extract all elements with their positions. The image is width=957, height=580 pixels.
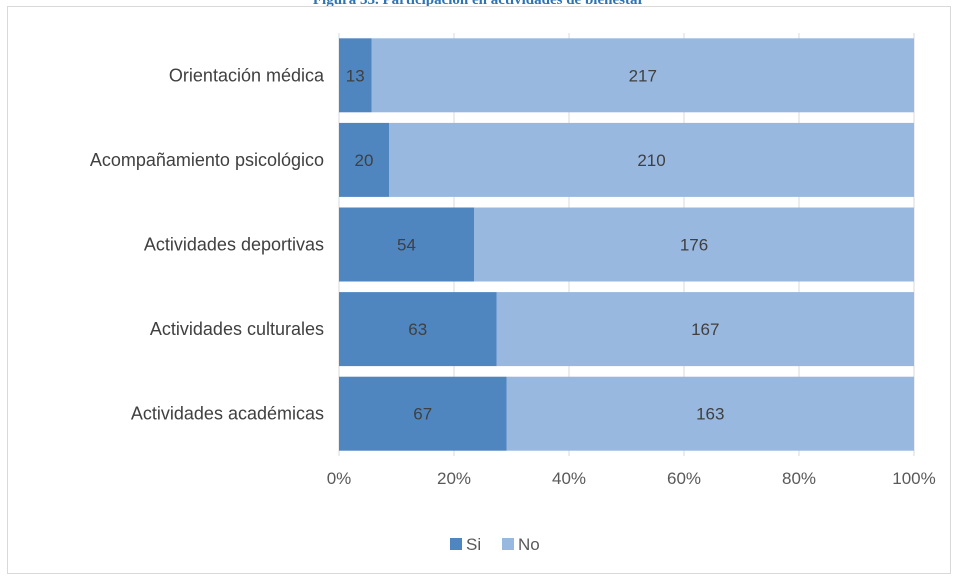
legend-label: No bbox=[518, 535, 540, 554]
x-tick-label: 20% bbox=[437, 469, 471, 488]
x-tick-label: 100% bbox=[892, 469, 935, 488]
data-label: 217 bbox=[629, 66, 657, 85]
legend-swatch-si bbox=[450, 538, 462, 550]
data-label: 67 bbox=[413, 405, 432, 424]
bar-no bbox=[474, 207, 914, 282]
x-tick-labels: 0% 20% 40% 60% 80% 100% bbox=[327, 469, 936, 488]
bar-no bbox=[506, 376, 914, 451]
bar-si bbox=[339, 38, 372, 113]
category-label: Acompañamiento psicológico bbox=[90, 150, 324, 170]
data-label: 13 bbox=[346, 66, 365, 85]
data-label: 176 bbox=[680, 236, 708, 255]
bar-no bbox=[371, 38, 914, 113]
legend: Si No bbox=[450, 535, 540, 554]
data-label: 54 bbox=[397, 236, 416, 255]
data-label: 167 bbox=[691, 320, 719, 339]
bar-si bbox=[339, 376, 507, 451]
legend-label: Si bbox=[466, 535, 481, 554]
x-tick-label: 40% bbox=[552, 469, 586, 488]
chart-frame: 13 217 20 210 54 176 63 167 67 163 Orientación mé… bbox=[7, 6, 951, 574]
x-tick-label: 60% bbox=[667, 469, 701, 488]
bar-no bbox=[496, 292, 914, 367]
category-label: Actividades culturales bbox=[150, 319, 324, 339]
data-label: 163 bbox=[696, 405, 724, 424]
stacked-bar-chart: 13 217 20 210 54 176 63 167 67 163 Orientación mé… bbox=[90, 33, 936, 554]
x-tick-label: 0% bbox=[327, 469, 352, 488]
bar-si bbox=[339, 207, 474, 282]
bar-si bbox=[339, 292, 497, 367]
category-label: Orientación médica bbox=[169, 65, 325, 85]
data-label: 210 bbox=[637, 151, 665, 170]
data-label: 20 bbox=[355, 151, 374, 170]
legend-swatch-no bbox=[502, 538, 514, 550]
bar-no bbox=[389, 122, 914, 197]
figure-caption: Figura 33. Participación en actividades … bbox=[312, 0, 645, 8]
bars bbox=[339, 38, 914, 451]
category-labels: Orientación médica Acompañamiento psicoló… bbox=[90, 65, 325, 423]
category-label: Actividades académicas bbox=[131, 404, 324, 424]
bar-si bbox=[339, 122, 389, 197]
data-label: 63 bbox=[408, 320, 427, 339]
category-label: Actividades deportivas bbox=[144, 235, 324, 255]
x-tick-label: 80% bbox=[782, 469, 816, 488]
data-labels: 13 217 20 210 54 176 63 167 67 163 bbox=[346, 66, 725, 423]
